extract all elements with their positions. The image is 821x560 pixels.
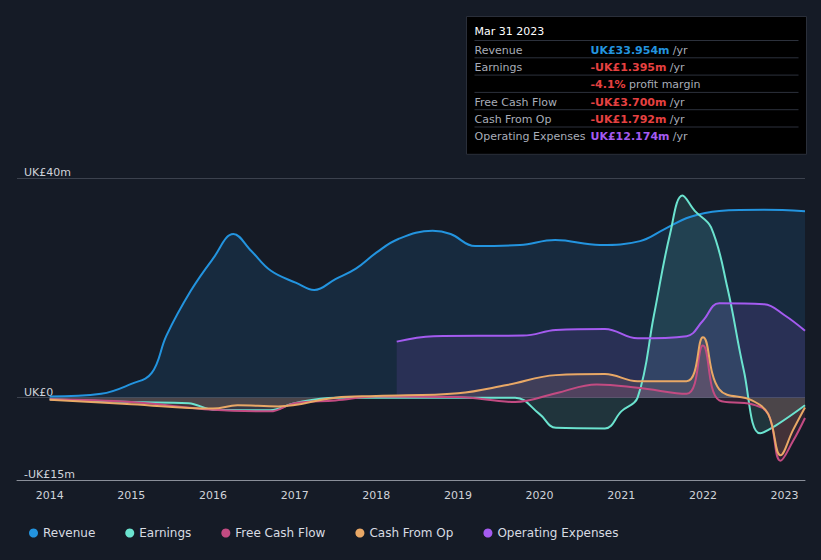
svg-text:-UK£1.792m: -UK£1.792m [591, 113, 667, 126]
svg-text:Free Cash Flow: Free Cash Flow [235, 526, 325, 540]
svg-text:/yr: /yr [673, 130, 688, 143]
svg-text:-UK£15m: -UK£15m [24, 468, 75, 481]
svg-text:/yr: /yr [670, 61, 685, 74]
svg-text:Operating Expenses: Operating Expenses [475, 130, 586, 143]
svg-text:/yr: /yr [670, 113, 685, 126]
svg-text:Mar 31 2023: Mar 31 2023 [475, 25, 545, 38]
svg-text:UK£12.174m: UK£12.174m [591, 130, 670, 143]
svg-text:Cash From Op: Cash From Op [475, 113, 552, 126]
svg-text:2016: 2016 [199, 489, 227, 502]
svg-text:2021: 2021 [607, 489, 635, 502]
svg-text:Free Cash Flow: Free Cash Flow [475, 96, 558, 109]
svg-text:-UK£1.395m: -UK£1.395m [591, 61, 667, 74]
svg-text:2014: 2014 [36, 489, 64, 502]
svg-text:Earnings: Earnings [139, 526, 191, 540]
svg-text:UK£0: UK£0 [24, 386, 53, 399]
svg-text:/yr: /yr [670, 96, 685, 109]
svg-text:/yr: /yr [673, 44, 688, 57]
svg-text:-4.1%: -4.1% [591, 78, 626, 91]
svg-text:2018: 2018 [362, 489, 390, 502]
svg-text:2020: 2020 [526, 489, 554, 502]
svg-text:Cash From Op: Cash From Op [369, 526, 453, 540]
svg-text:UK£40m: UK£40m [24, 166, 71, 179]
svg-text:2019: 2019 [444, 489, 472, 502]
svg-text:UK£33.954m: UK£33.954m [591, 44, 670, 57]
svg-text:Operating Expenses: Operating Expenses [497, 526, 618, 540]
svg-text:2015: 2015 [117, 489, 145, 502]
svg-text:2017: 2017 [281, 489, 309, 502]
svg-text:Revenue: Revenue [43, 526, 95, 540]
svg-text:2022: 2022 [689, 489, 717, 502]
svg-text:Earnings: Earnings [475, 61, 523, 74]
svg-text:Revenue: Revenue [475, 44, 523, 57]
svg-text:profit margin: profit margin [629, 78, 701, 91]
svg-text:2023: 2023 [771, 489, 799, 502]
svg-text:-UK£3.700m: -UK£3.700m [591, 96, 667, 109]
